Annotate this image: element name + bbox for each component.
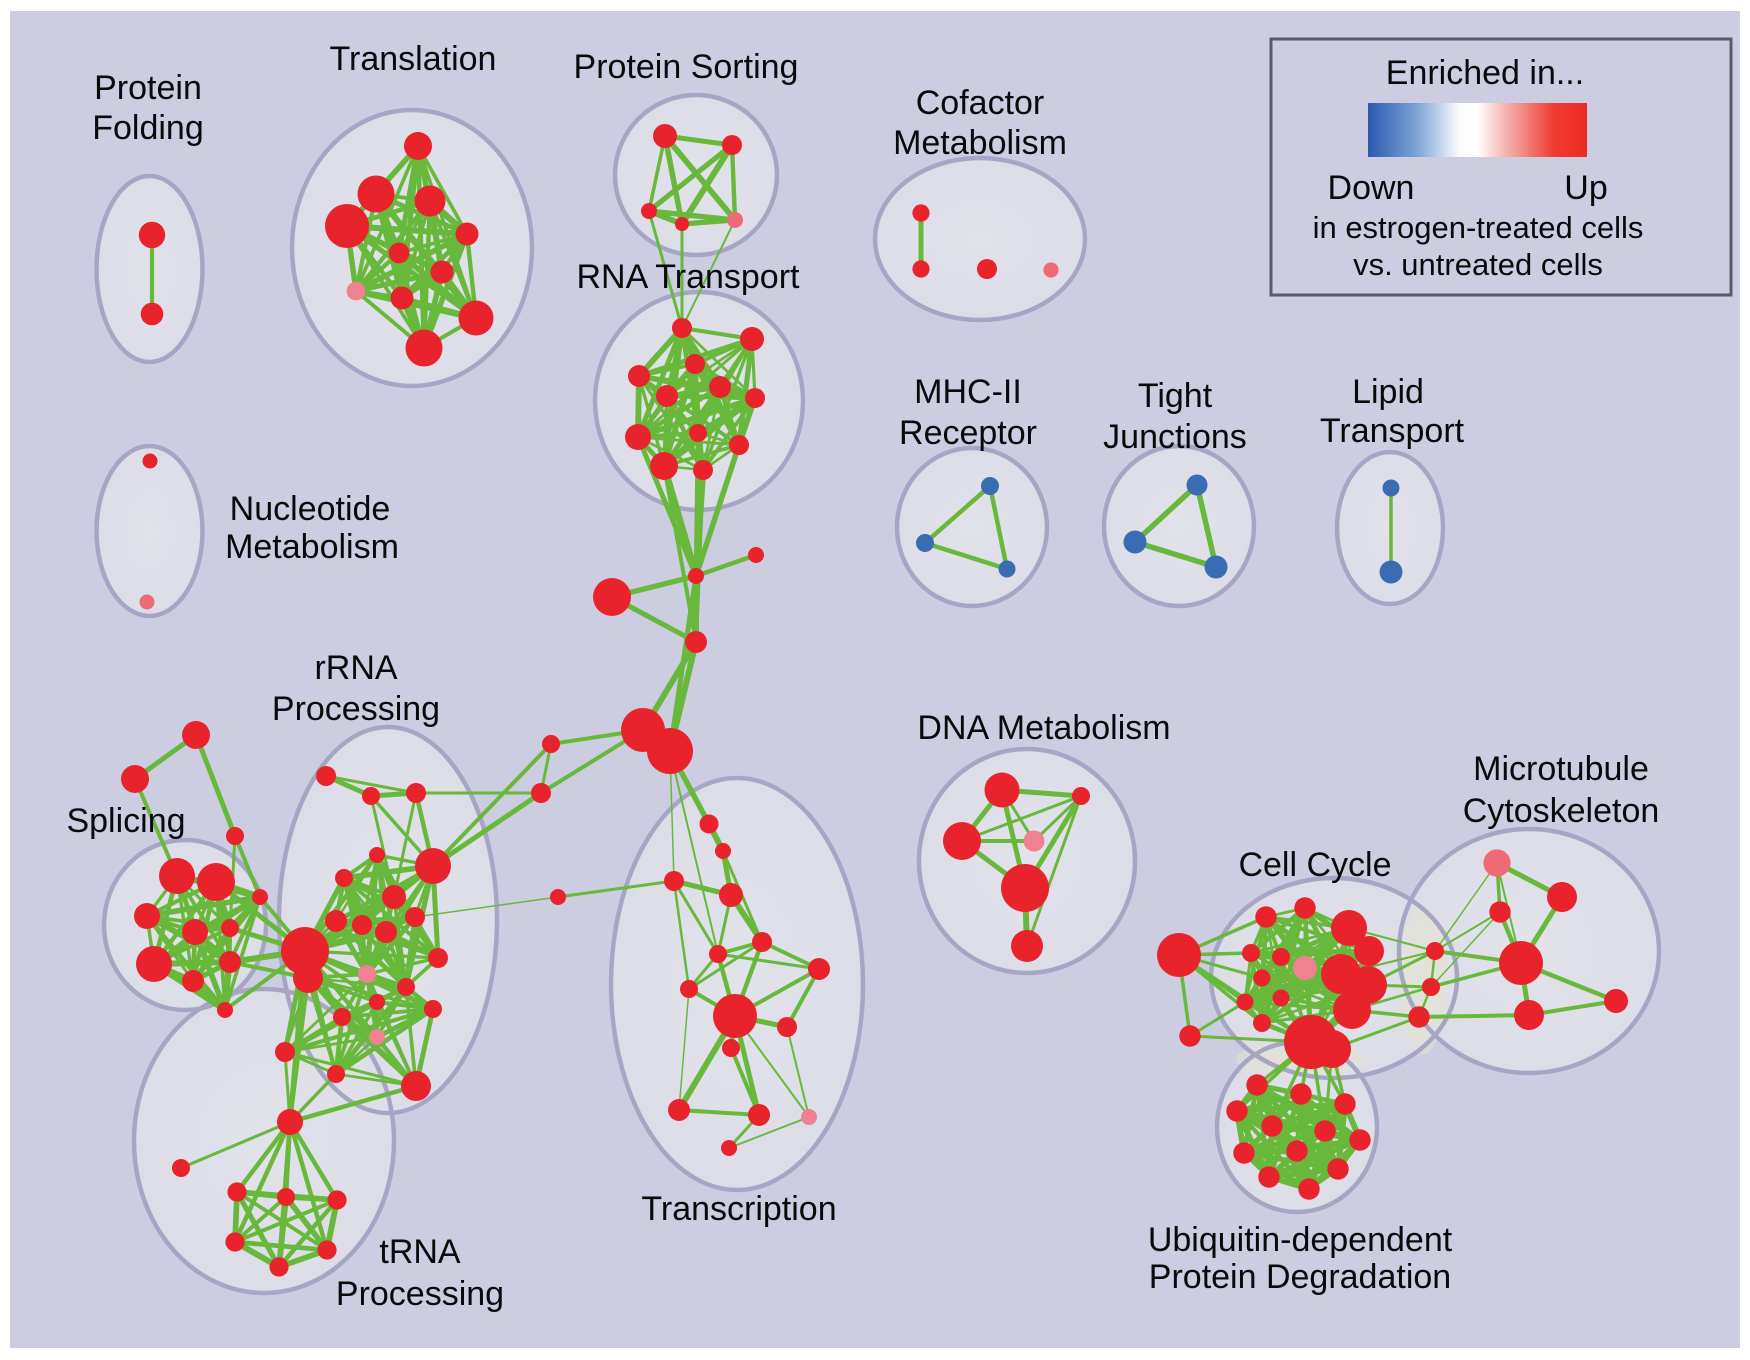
svg-text:rRNA: rRNA <box>314 649 397 687</box>
svg-text:Nucleotide: Nucleotide <box>230 490 391 528</box>
svg-text:Enriched in...: Enriched in... <box>1386 54 1584 92</box>
svg-text:in estrogen-treated cells: in estrogen-treated cells <box>1313 210 1644 245</box>
svg-text:Junctions: Junctions <box>1103 418 1247 456</box>
svg-text:Cofactor: Cofactor <box>916 84 1045 122</box>
svg-text:Transcription: Transcription <box>641 1190 836 1228</box>
svg-text:Protein: Protein <box>94 69 202 107</box>
svg-text:Tight: Tight <box>1138 377 1213 415</box>
svg-text:RNA Transport: RNA Transport <box>577 258 801 296</box>
svg-text:Receptor: Receptor <box>899 414 1037 452</box>
svg-text:Transport: Transport <box>1320 412 1465 450</box>
svg-text:Down: Down <box>1328 169 1415 207</box>
svg-text:tRNA: tRNA <box>379 1233 461 1271</box>
svg-text:Lipid: Lipid <box>1352 373 1424 411</box>
svg-text:MHC-II: MHC-II <box>914 373 1022 411</box>
svg-text:Microtubule: Microtubule <box>1473 750 1649 788</box>
svg-text:Translation: Translation <box>330 40 497 78</box>
svg-text:Metabolism: Metabolism <box>893 124 1067 162</box>
svg-text:Cell Cycle: Cell Cycle <box>1238 846 1391 884</box>
svg-text:DNA Metabolism: DNA Metabolism <box>917 709 1170 747</box>
svg-text:Splicing: Splicing <box>66 802 185 840</box>
svg-text:Processing: Processing <box>272 690 440 728</box>
svg-text:Protein Sorting: Protein Sorting <box>574 48 799 86</box>
svg-text:Cytoskeleton: Cytoskeleton <box>1463 792 1660 830</box>
svg-text:Folding: Folding <box>92 109 204 147</box>
svg-text:Up: Up <box>1564 169 1607 207</box>
svg-text:Ubiquitin-dependent: Ubiquitin-dependent <box>1148 1221 1453 1259</box>
svg-text:vs. untreated cells: vs. untreated cells <box>1353 247 1603 282</box>
svg-text:Metabolism: Metabolism <box>225 528 399 566</box>
svg-text:Protein Degradation: Protein Degradation <box>1149 1258 1451 1296</box>
svg-text:Processing: Processing <box>336 1275 504 1313</box>
